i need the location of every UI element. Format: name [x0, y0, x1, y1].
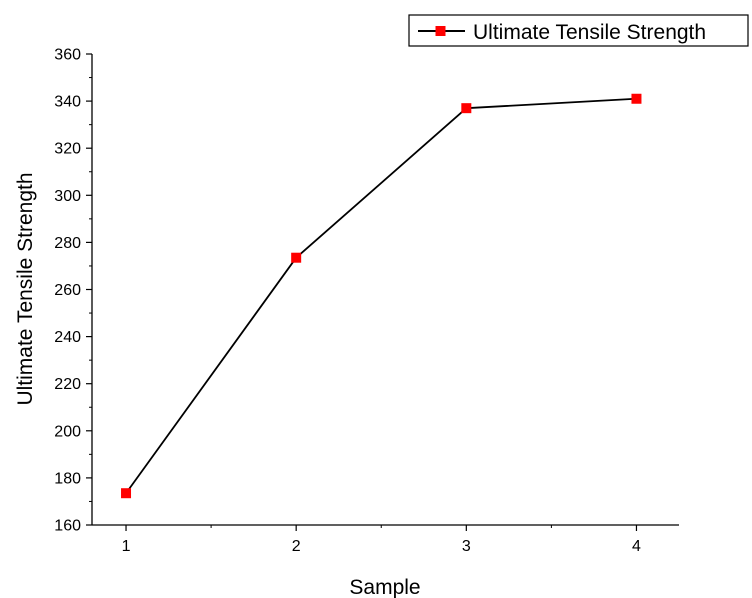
data-point-marker	[461, 103, 472, 114]
x-tick-label: 1	[122, 538, 131, 555]
y-tick-label: 260	[54, 282, 81, 299]
x-tick-label: 3	[462, 538, 471, 555]
x-tick-label: 2	[292, 538, 301, 555]
x-axis-ticks: 1 2 3 4	[122, 525, 641, 555]
y-tick-label: 200	[54, 423, 81, 440]
data-point-marker	[631, 93, 642, 104]
y-tick-label: 320	[54, 141, 81, 158]
legend-label: Ultimate Tensile Strength	[473, 21, 706, 44]
y-tick-label: 300	[54, 188, 81, 205]
y-tick-label: 280	[54, 235, 81, 252]
y-axis-title: Ultimate Tensile Strength	[14, 172, 37, 405]
y-tick-label: 240	[54, 329, 81, 346]
y-tick-label: 360	[54, 47, 81, 64]
y-tick-label: 180	[54, 470, 81, 487]
series-line	[125, 97, 637, 494]
y-tick-label: 340	[54, 94, 81, 111]
legend-marker-swatch	[435, 26, 446, 36]
x-tick-label: 4	[632, 538, 641, 555]
legend-box	[408, 14, 749, 47]
data-point-marker	[121, 488, 132, 499]
y-axis-ticks: 160 180 200 220 240 260 280 300 320 340 360	[54, 47, 92, 535]
y-tick-label: 160	[54, 518, 81, 535]
series-group	[121, 93, 642, 499]
x-axis-title: Sample	[349, 576, 420, 598]
y-tick-label: 220	[54, 376, 81, 393]
data-point-marker	[291, 252, 302, 263]
